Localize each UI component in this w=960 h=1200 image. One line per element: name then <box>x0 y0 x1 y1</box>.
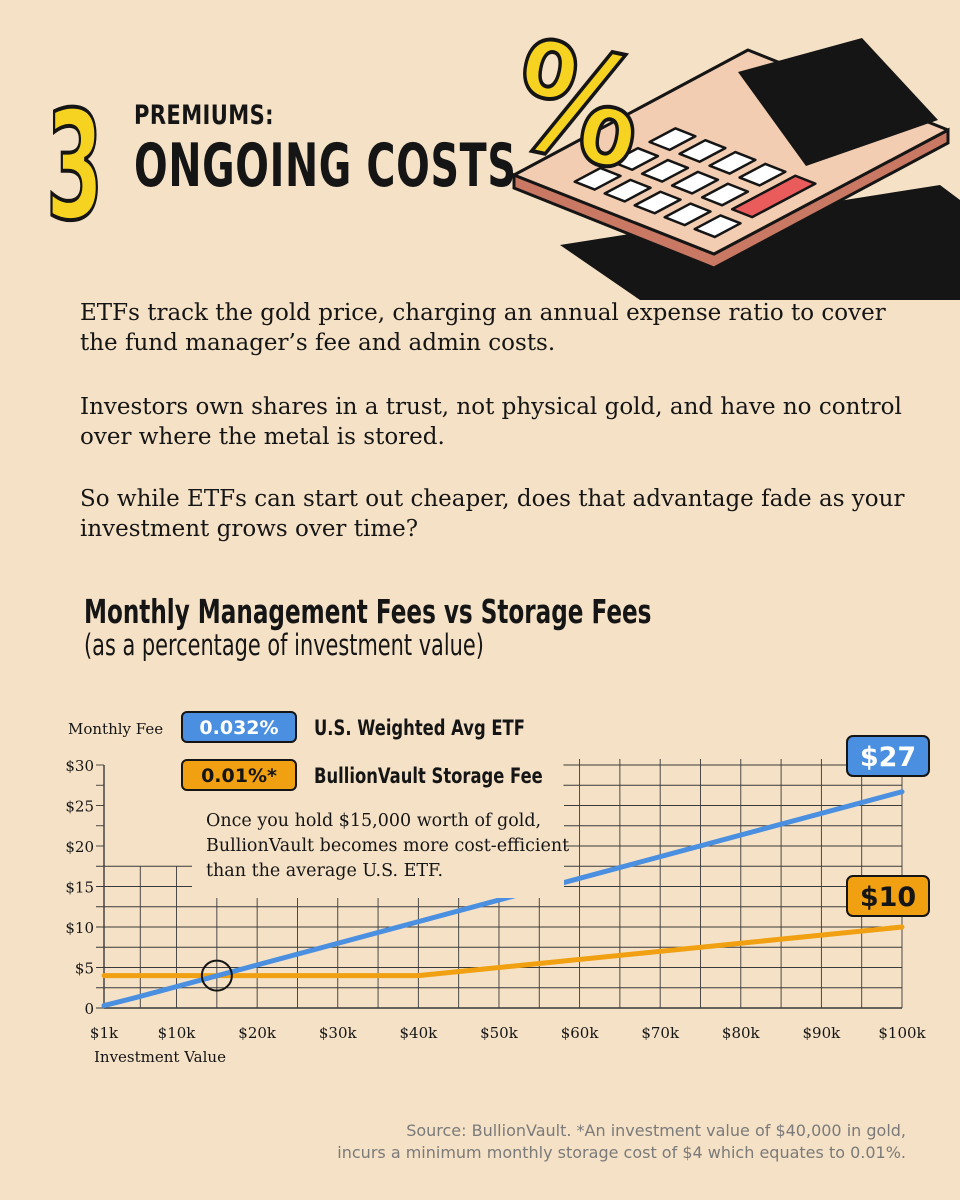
x-tick-label: $40k <box>399 1024 438 1042</box>
annotation-text-line: than the average U.S. ETF. <box>206 861 443 881</box>
chart-lines <box>101 789 905 1009</box>
y-tick-label: 0 <box>84 1000 94 1018</box>
calculator-equals-key <box>730 174 817 219</box>
calculator-key <box>610 146 660 171</box>
bullionvault-end-badge <box>846 875 930 917</box>
etf-end-value: $27 <box>860 742 916 773</box>
source-note: Source: BullionVault. *An investment val… <box>337 1120 906 1164</box>
calculator-key <box>663 202 712 227</box>
calculator-key <box>640 158 690 183</box>
calculator-screen <box>738 38 938 166</box>
bullionvault-end-value: $10 <box>860 882 916 913</box>
annotation-text-line: BullionVault becomes more cost-efficient <box>206 836 569 856</box>
x-tick-label: $60k <box>561 1024 600 1042</box>
y-tick-label: $10 <box>65 919 94 937</box>
page-title: ONGOING COSTS <box>134 131 517 201</box>
bullionvault-fee-line <box>101 924 905 979</box>
fees-line-chart: 0 $5 $10 $15 $20 $25 $30 $1k $10k $20k $30k $40k $50… <box>65 711 930 1066</box>
x-axis-label: Investment Value <box>94 1048 226 1066</box>
x-tick-label: $90k <box>803 1024 842 1042</box>
paragraph-trust-ownership: Investors own shares in a trust, not phy… <box>80 394 902 450</box>
calculator-key <box>670 170 720 195</box>
chart-labels: Once you hold $15,000 worth of gold, Bull… <box>181 711 930 917</box>
calculator-key <box>678 138 727 163</box>
x-tick-label: $50k <box>480 1024 519 1042</box>
calculator-illustration: % <box>500 10 960 300</box>
calculator-key <box>700 182 750 207</box>
y-tick-label: $25 <box>65 798 94 816</box>
x-tick-label: $70k <box>641 1024 680 1042</box>
paragraph-cost-question: So while ETFs can start out cheaper, doe… <box>80 486 905 542</box>
y-axis-label: Monthly Fee <box>68 720 163 738</box>
chart-title: Monthly Management Fees vs Storage Fees <box>84 592 652 631</box>
x-tick-label: $10k <box>158 1024 197 1042</box>
calculator-key <box>633 190 682 215</box>
etf-fee-line <box>101 789 905 1009</box>
calculator-key <box>738 162 787 187</box>
annotation-text-line: Once you hold $15,000 worth of gold, <box>206 811 541 831</box>
etf-end-badge <box>846 735 930 777</box>
legend-label-etf: U.S. Weighted Avg ETF <box>314 717 525 740</box>
legend-label-bullionvault: BullionVault Storage Fee <box>314 765 543 788</box>
y-tick-label: $15 <box>65 879 94 897</box>
calculator-key <box>708 150 757 175</box>
section-kicker: PREMIUMS: <box>134 100 274 131</box>
y-tick-label: $30 <box>65 757 94 775</box>
x-tick-label: $100k <box>878 1024 926 1042</box>
calculator-key <box>603 178 652 203</box>
calculator-key <box>573 166 622 191</box>
etf-rate-text: 0.032% <box>199 717 278 739</box>
source-line-1: Source: BullionVault. *An investment val… <box>406 1121 906 1140</box>
bullionvault-rate-badge <box>181 759 297 791</box>
x-tick-label: $80k <box>722 1024 761 1042</box>
x-tick-label: $30k <box>319 1024 358 1042</box>
calculator-keys <box>573 127 817 239</box>
etf-rate-badge <box>181 711 297 743</box>
calculator-key <box>648 127 697 152</box>
chart-subtitle: (as a percentage of investment value) <box>84 628 484 662</box>
x-tick-label: $20k <box>238 1024 277 1042</box>
annotation-background <box>192 790 564 898</box>
x-tick-label: $1k <box>90 1024 119 1042</box>
bullionvault-rate-text: 0.01%* <box>201 765 277 787</box>
crossover-marker <box>200 959 233 992</box>
chart-ticks: 0 $5 $10 $15 $20 $25 $30 $1k $10k $20k $30k $40k $50… <box>65 720 926 1066</box>
y-tick-label: $20 <box>65 838 94 856</box>
y-tick-label: $5 <box>75 960 94 978</box>
source-line-2: incurs a minimum monthly storage cost of… <box>337 1143 906 1162</box>
calculator-key <box>693 214 742 239</box>
paragraph-etf-expense: ETFs track the gold price, charging an a… <box>80 300 886 356</box>
section-number: 3 <box>45 80 105 254</box>
